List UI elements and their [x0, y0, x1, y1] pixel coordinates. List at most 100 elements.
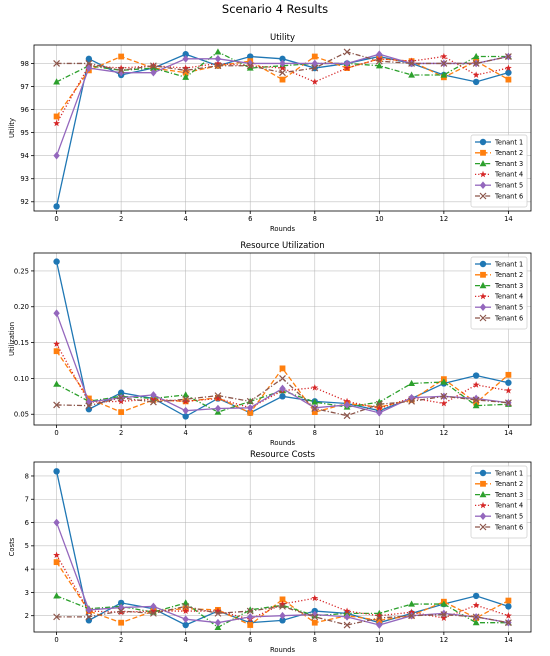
data-point-tenant-4	[279, 600, 286, 607]
y-tick-label: 4	[25, 566, 29, 574]
data-point-tenant-4	[440, 614, 448, 621]
data-point-tenant-6	[214, 62, 222, 70]
data-point-tenant-5	[214, 55, 222, 63]
series-line-tenant-2	[56, 55, 509, 117]
legend-label-tenant-3: Tenant 3	[494, 491, 523, 499]
data-point-tenant-3	[150, 64, 157, 71]
data-point-tenant-6	[472, 613, 480, 621]
data-point-tenant-1	[505, 603, 512, 610]
data-point-tenant-4	[182, 607, 190, 614]
data-point-tenant-2	[182, 69, 189, 76]
data-point-tenant-6	[279, 602, 286, 610]
x-tick-label: 4	[184, 215, 188, 223]
grid-lines	[34, 45, 531, 211]
y-tick-label: 0.20	[14, 303, 29, 311]
legend-marker-tenant-3	[479, 282, 487, 289]
data-point-tenant-5	[150, 391, 157, 399]
legend-marker-tenant-1	[479, 469, 487, 477]
data-point-tenant-6	[440, 611, 448, 618]
data-point-tenant-6	[246, 62, 254, 70]
data-point-tenant-5	[85, 606, 93, 614]
legend-label-tenant-3: Tenant 3	[494, 282, 523, 290]
data-point-tenant-4	[472, 71, 480, 78]
y-tick-label: 0.05	[14, 411, 29, 419]
data-point-tenant-3	[214, 48, 222, 55]
y-tick-label: 94	[20, 152, 29, 160]
data-point-tenant-3	[472, 619, 480, 626]
data-point-tenant-3	[53, 78, 60, 85]
x-tick-label: 8	[313, 429, 317, 437]
x-axis-label: Rounds	[270, 225, 296, 233]
legend-label-tenant-6: Tenant 6	[494, 314, 523, 322]
x-tick-label: 6	[248, 636, 252, 644]
legend-label-tenant-4: Tenant 4	[494, 171, 523, 179]
data-point-tenant-5	[311, 610, 318, 619]
x-tick-label: 2	[119, 215, 123, 223]
legend-marker-tenant-2	[480, 480, 486, 487]
data-point-tenant-1	[53, 468, 60, 475]
data-point-tenant-5	[247, 613, 254, 621]
data-point-tenant-3	[182, 391, 190, 398]
data-point-tenant-2	[247, 409, 254, 416]
legend-marker-tenant-3	[479, 160, 487, 167]
data-point-tenant-6	[343, 48, 351, 56]
data-point-tenant-2	[376, 617, 383, 624]
data-point-tenant-6	[214, 609, 222, 617]
x-tick-label: 8	[313, 636, 317, 644]
data-point-tenant-1	[182, 51, 189, 58]
data-point-tenant-5	[53, 518, 60, 527]
data-point-tenant-1	[85, 55, 93, 63]
data-point-tenant-2	[279, 76, 286, 83]
y-tick-label: 2	[25, 612, 29, 620]
data-point-tenant-4	[375, 612, 383, 619]
legend-label-tenant-6: Tenant 6	[494, 523, 523, 531]
data-point-tenant-6	[440, 392, 448, 400]
legend: Tenant 1 Tenant 2 Tenant 3 Tenant 4 Tenant 5…	[470, 256, 528, 330]
panel-title: Utility	[270, 33, 295, 43]
data-point-tenant-4	[472, 381, 480, 388]
data-point-tenant-1	[472, 78, 480, 86]
data-point-tenant-4	[504, 387, 512, 394]
data-point-tenant-1	[279, 617, 286, 624]
legend-marker-tenant-6	[479, 314, 487, 322]
data-point-tenant-5	[182, 55, 189, 63]
data-point-tenant-5	[247, 404, 254, 412]
data-point-tenant-4	[472, 601, 480, 609]
y-tick-label: 96	[20, 106, 29, 114]
data-point-tenant-6	[343, 412, 351, 420]
data-point-tenant-4	[214, 607, 222, 614]
data-point-tenant-5	[376, 409, 383, 417]
data-point-tenant-6	[343, 621, 351, 629]
x-tick-label: 10	[375, 636, 384, 644]
data-point-tenant-1	[85, 406, 93, 413]
y-axis-label: Costs	[8, 537, 16, 556]
data-point-tenant-4	[343, 397, 351, 405]
data-point-tenant-6	[182, 602, 190, 610]
data-point-tenant-2	[311, 619, 318, 626]
legend-label-tenant-1: Tenant 1	[494, 260, 523, 268]
data-point-tenant-6	[375, 57, 383, 65]
panel-title: Resource Costs	[250, 450, 316, 460]
x-tick-label: 6	[248, 215, 252, 223]
data-point-tenant-1	[505, 69, 512, 76]
data-point-tenant-3	[182, 73, 190, 80]
y-tick-label: 0.15	[14, 339, 29, 347]
data-point-tenant-6	[504, 399, 512, 407]
data-point-tenant-5	[279, 384, 286, 393]
y-tick-label: 3	[25, 589, 29, 597]
x-tick-label: 14	[504, 215, 513, 223]
legend-marker-tenant-2	[480, 271, 486, 278]
data-point-tenant-4	[214, 394, 222, 402]
legend-marker-tenant-5	[479, 303, 487, 311]
legend-marker-tenant-4	[479, 501, 487, 509]
legend-marker-tenant-5	[479, 181, 487, 189]
x-tick-label: 12	[440, 636, 449, 644]
y-tick-label: 92	[20, 198, 29, 206]
legend-label-tenant-3: Tenant 3	[494, 160, 523, 168]
y-tick-label: 97	[20, 83, 29, 91]
y-tick-label: 95	[20, 129, 29, 137]
legend-marker-tenant-1	[479, 260, 487, 268]
data-point-tenant-1	[247, 53, 254, 60]
series-group	[53, 468, 512, 630]
